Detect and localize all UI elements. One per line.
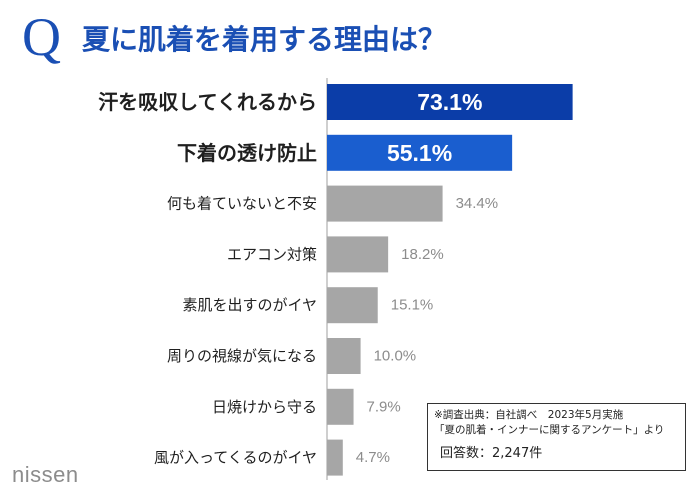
category-label-1: 汗を吸収してくれるから — [98, 90, 317, 114]
q-mark: Q — [22, 7, 61, 67]
category-label-7: 日焼けから守る — [212, 398, 317, 416]
category-label-8: 風が入ってくるのがイヤ — [154, 449, 317, 467]
value-label-2: 55.1% — [387, 140, 452, 166]
header: Q 夏に肌着を着用する理由は？ — [0, 0, 700, 90]
source-line-1: ※調査出典：自社調べ 2023年5月実施 — [434, 409, 624, 421]
bar-6 — [327, 338, 361, 374]
category-label-4: エアコン対策 — [227, 245, 317, 263]
value-label-3: 34.4% — [456, 195, 499, 212]
category-label-5: 素肌を出すのがイヤ — [182, 296, 317, 314]
bar-8 — [327, 439, 343, 476]
response-count: 回答数：2,247件 — [440, 446, 543, 461]
bar-5 — [327, 287, 378, 324]
source-box: ※調査出典：自社調べ 2023年5月実施 「夏の肌着・インナーに関するアンケート… — [427, 403, 686, 471]
nissen-logo: nissen — [12, 462, 79, 487]
bar-3 — [327, 185, 443, 222]
category-label-6: 周りの視線が気になる — [167, 347, 317, 365]
value-label-1: 73.1% — [417, 89, 482, 115]
value-label-4: 18.2% — [401, 246, 444, 263]
bar-chart: 汗を吸収してくれるから 73.1% 下着の透け防止 55.1% 何も着ていないと不安 34… — [0, 78, 700, 480]
bar-4 — [327, 236, 389, 273]
page-title: 夏に肌着を着用する理由は？ — [82, 23, 447, 56]
bar-chart-svg: 汗を吸収してくれるから 73.1% 下着の透け防止 55.1% 何も着ていないと不安 34… — [98, 78, 573, 480]
bar-7 — [327, 388, 354, 425]
value-label-6: 10.0% — [374, 348, 417, 365]
value-label-5: 15.1% — [391, 297, 434, 314]
source-line-2: 「夏の肌着・インナーに関するアンケート」より — [434, 424, 665, 436]
category-label-2: 下着の透け防止 — [177, 141, 317, 165]
value-label-8: 4.7% — [356, 449, 390, 466]
category-label-3: 何も着ていないと不安 — [167, 195, 317, 213]
bar-1 — [327, 84, 573, 120]
bar-2 — [327, 134, 513, 171]
value-label-7: 7.9% — [367, 398, 401, 415]
